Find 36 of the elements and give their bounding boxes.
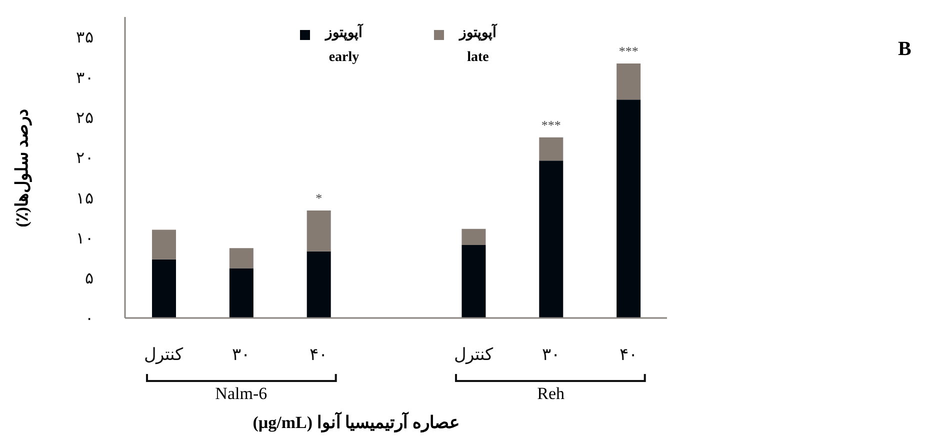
legend-label: آپوپتوز early	[324, 22, 364, 67]
bar	[616, 100, 641, 318]
legend-label: آپوپتوز late	[458, 22, 498, 67]
bar	[306, 210, 331, 252]
text: Nalm-6	[215, 384, 268, 404]
y-tick-label: ۵	[85, 270, 94, 288]
data-label: ***	[618, 44, 638, 59]
bar	[152, 259, 176, 318]
y-tick-label: ۲۵	[76, 110, 94, 128]
x-tick-label: ۴۰	[310, 345, 328, 364]
bar	[539, 160, 564, 318]
y-tick-label: ۳۰	[76, 70, 94, 87]
bar	[229, 268, 254, 318]
y-axis-title: درصد سلول‌ها(٪)	[12, 108, 32, 227]
data-label: *	[316, 190, 322, 206]
y-tick-label: ۳۵	[76, 30, 94, 47]
y-tick-label: ۲۰	[76, 150, 94, 168]
bar	[539, 137, 564, 161]
x-tick-label: ۳۰	[232, 345, 250, 364]
text: B	[898, 38, 912, 61]
text: Reh	[537, 384, 565, 404]
y-tick-label: ۰	[85, 310, 94, 328]
y-tick-label: ۱۰	[76, 230, 94, 248]
bar	[462, 244, 486, 318]
bar	[462, 228, 486, 245]
x-axis-title: عصاره آرتیمیسیا آنوا (µg/mL)	[252, 412, 460, 433]
data-label: ***	[541, 117, 561, 132]
bar	[229, 248, 254, 268]
x-tick-label: ۴۰	[619, 345, 638, 364]
bar	[616, 64, 641, 100]
bar	[306, 251, 331, 318]
x-tick-label: کنترل	[144, 345, 184, 365]
bar	[152, 230, 176, 260]
x-tick-label: ۳۰	[542, 345, 560, 364]
y-tick-label: ۱۵	[76, 190, 94, 208]
x-tick-label: کنترل	[454, 345, 494, 365]
